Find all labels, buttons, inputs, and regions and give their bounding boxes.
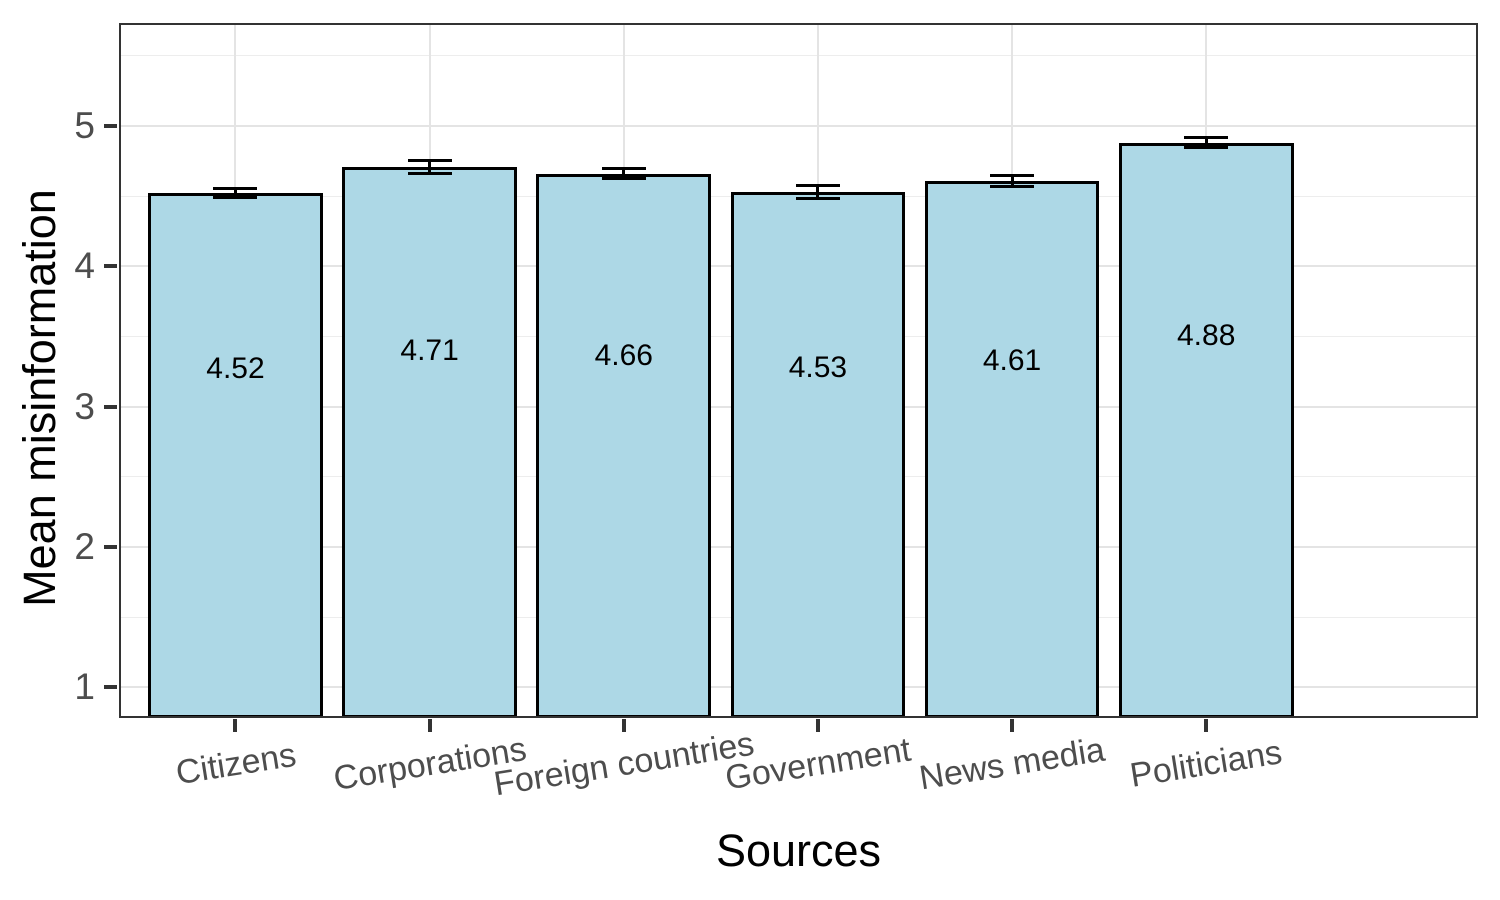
x-axis-title: Sources: [715, 825, 882, 876]
x-tick-mark: [427, 719, 432, 732]
bar-value-label: 4.71: [400, 334, 459, 368]
y-tick-mark: [104, 544, 117, 549]
error-bar-cap-top: [213, 187, 258, 191]
y-axis-title-text: Mean misinformation: [14, 189, 65, 607]
plot-panel: 4.52 4.71 4.66 4.53 4.61 4.88 1 2 3 4 5: [74, 23, 1478, 718]
y-tick-label: 4: [74, 245, 95, 287]
bar-value-label: 4.88: [1176, 318, 1236, 352]
error-bar-cap-bottom: [990, 184, 1035, 188]
error-bar-line: [622, 168, 626, 179]
y-tick-label: 3: [74, 385, 95, 427]
x-tick-mark: [1204, 719, 1209, 732]
gridline-major-horizontal: [119, 125, 1478, 128]
bar: [342, 166, 517, 718]
bar: [148, 193, 323, 718]
y-tick-mark: [104, 264, 117, 269]
bar-value-label: 4.53: [788, 351, 848, 385]
y-tick-label: 5: [74, 105, 95, 147]
bar-value-label: 4.52: [206, 352, 265, 386]
bar-value-label: 4.66: [594, 339, 653, 373]
bar: [1118, 142, 1294, 718]
x-tick-mark: [621, 719, 626, 732]
error-bar-cap-bottom: [601, 177, 646, 181]
bar: [730, 192, 906, 718]
y-tick-mark: [104, 124, 117, 129]
error-bar-cap-top: [1184, 136, 1229, 140]
y-tick-label: 1: [74, 666, 95, 708]
bar: [924, 180, 1100, 718]
error-bar-line: [1204, 137, 1208, 148]
x-tick-mark: [233, 719, 238, 732]
bar-value-label: 4.61: [982, 343, 1042, 377]
error-bar-line: [233, 188, 237, 198]
error-bar-line: [1010, 175, 1014, 187]
bar: [536, 173, 712, 718]
error-bar-cap-bottom: [213, 196, 258, 200]
error-bar-cap-top: [407, 158, 452, 162]
x-axis: Citizens Corporations Foreign countries Gov…: [119, 718, 1478, 838]
error-bar-cap-bottom: [1184, 146, 1229, 150]
error-bar-line: [816, 185, 820, 199]
x-tick-mark: [815, 719, 820, 732]
gridline-minor-horizontal: [119, 55, 1478, 57]
y-tick-mark: [104, 685, 117, 690]
x-tick-mark: [1010, 719, 1015, 732]
error-bar-cap-top: [990, 173, 1035, 177]
error-bar-cap-bottom: [795, 196, 840, 200]
error-bar-line: [428, 160, 432, 174]
error-bar-cap-top: [795, 184, 840, 188]
error-bar-cap-bottom: [407, 171, 452, 175]
error-bar-cap-top: [601, 167, 646, 171]
y-tick-mark: [104, 404, 117, 409]
y-tick-label: 2: [74, 525, 95, 567]
